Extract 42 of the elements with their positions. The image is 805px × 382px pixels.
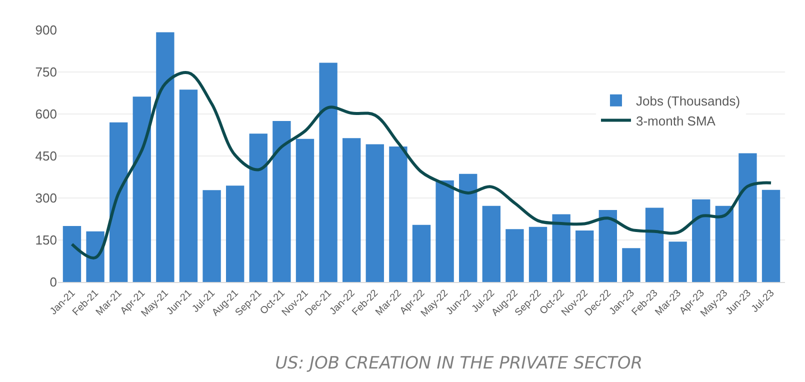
bar bbox=[249, 134, 268, 282]
y-tick-label: 300 bbox=[35, 190, 57, 206]
bar bbox=[598, 210, 617, 282]
bar bbox=[62, 226, 82, 282]
bar bbox=[156, 32, 174, 282]
legend-label: 3-month SMA bbox=[636, 113, 716, 128]
bar bbox=[762, 190, 780, 282]
bar bbox=[366, 144, 384, 282]
bar bbox=[202, 190, 221, 282]
bar bbox=[645, 208, 664, 282]
bar bbox=[342, 138, 361, 282]
bar bbox=[622, 248, 640, 282]
y-tick-label: 0 bbox=[50, 274, 57, 290]
bar bbox=[86, 231, 104, 282]
text: US: JOB CREATION IN THE PRIVATE SECTOR bbox=[275, 354, 643, 374]
bar bbox=[528, 226, 548, 282]
y-tick-label: 600 bbox=[35, 106, 57, 122]
bar bbox=[412, 224, 431, 282]
bar bbox=[506, 229, 524, 282]
bar bbox=[319, 62, 338, 282]
bar bbox=[482, 206, 500, 282]
bar bbox=[668, 242, 687, 282]
y-tick-label: 450 bbox=[35, 148, 57, 164]
bar bbox=[226, 186, 244, 282]
bar bbox=[389, 146, 408, 282]
y-tick-label: 750 bbox=[35, 64, 57, 80]
bar bbox=[552, 214, 570, 282]
bar bbox=[715, 206, 734, 282]
bar bbox=[132, 96, 151, 282]
bar bbox=[576, 230, 594, 282]
bar bbox=[272, 121, 291, 282]
bar bbox=[296, 138, 314, 282]
bar bbox=[110, 122, 128, 282]
y-tick-label: 150 bbox=[35, 232, 57, 248]
bar bbox=[436, 180, 454, 282]
legend-label: Jobs (Thousands) bbox=[636, 93, 740, 108]
bar bbox=[459, 174, 478, 282]
y-tick-label: 900 bbox=[35, 22, 57, 38]
bar bbox=[692, 199, 710, 282]
bar bbox=[179, 90, 198, 282]
line-series bbox=[70, 71, 773, 260]
bar bbox=[738, 153, 757, 282]
